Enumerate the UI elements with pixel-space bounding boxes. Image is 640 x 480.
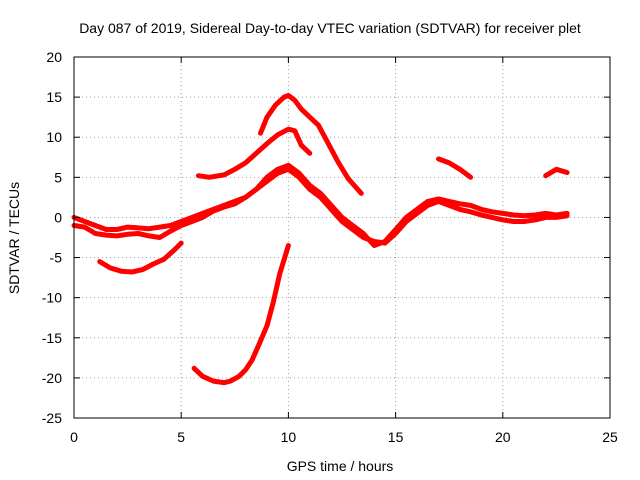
x-tick-label: 0 — [70, 429, 78, 445]
data-series — [71, 93, 570, 386]
y-tick-label: 15 — [46, 89, 62, 105]
axis-ticks — [73, 56, 611, 419]
y-tick-label: -20 — [42, 370, 62, 386]
series-line-prn-h — [543, 166, 570, 179]
series-line-prn-b — [71, 166, 570, 246]
plot-frame — [73, 56, 611, 419]
y-tick-label: -15 — [42, 330, 62, 346]
y-tick-label: -5 — [50, 250, 63, 266]
chart-title: Day 087 of 2019, Sidereal Day-to-day VTE… — [79, 20, 581, 36]
y-tick-label: -25 — [42, 410, 62, 426]
y-tick-label: -10 — [42, 290, 62, 306]
x-tick-labels: 0 5 10 15 20 25 — [70, 429, 618, 445]
series-line-prn-f — [191, 243, 291, 386]
series-line-prn-e — [97, 240, 184, 275]
x-tick-label: 5 — [177, 429, 185, 445]
x-tick-label: 20 — [495, 429, 511, 445]
y-tick-label: 10 — [46, 129, 62, 145]
series-line-prn-c — [195, 126, 313, 180]
series-line-prn-a — [71, 162, 570, 248]
y-tick-label: 5 — [54, 169, 62, 185]
y-tick-labels: -25 -20 -15 -10 -5 0 5 10 15 20 — [42, 49, 62, 426]
y-axis-label: SDTVAR / TECUs — [6, 182, 22, 294]
y-tick-label: 20 — [46, 49, 62, 65]
x-tick-label: 10 — [281, 429, 297, 445]
x-tick-label: 25 — [602, 429, 618, 445]
series-line-prn-g — [436, 156, 474, 180]
x-axis-label: GPS time / hours — [287, 458, 394, 474]
y-tick-label: 0 — [54, 209, 62, 225]
series-line-prn-d — [258, 93, 364, 196]
x-tick-label: 15 — [388, 429, 404, 445]
